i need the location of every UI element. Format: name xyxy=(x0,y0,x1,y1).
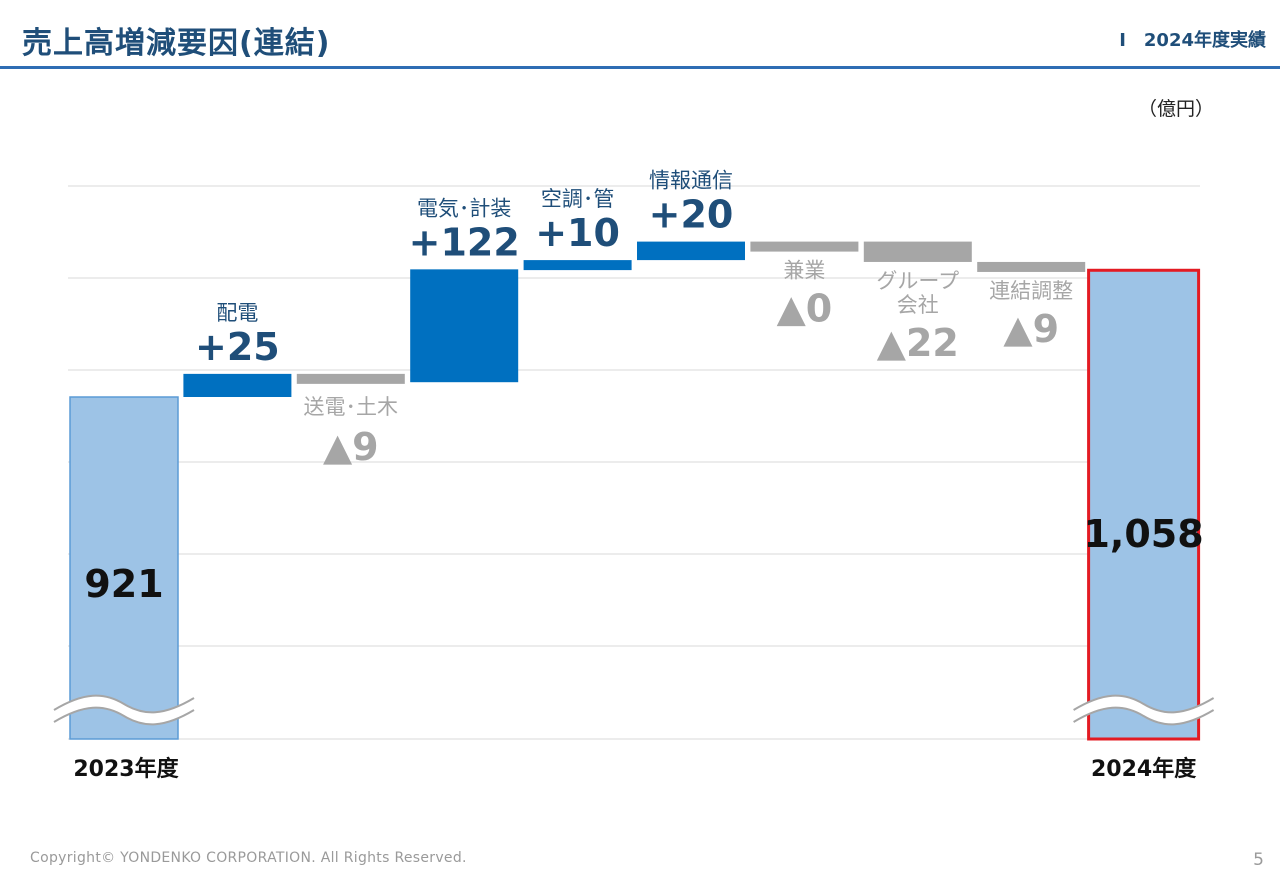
step-value-label: +25 xyxy=(195,325,280,369)
axis-break-end-gap xyxy=(1073,695,1214,725)
bar-start-total xyxy=(69,396,179,740)
axis-break-end-line-bottom xyxy=(1073,706,1215,726)
copyright-text: Copyright© YONDENKO CORPORATION. All Rig… xyxy=(30,850,467,866)
bar-end-value-label: 1,058 xyxy=(1083,512,1203,556)
step-name-label: 送電･土木 xyxy=(304,395,399,419)
bar-step-7 xyxy=(863,241,972,262)
axis-break-start-gap xyxy=(54,695,194,725)
unit-label: （億円） xyxy=(1137,98,1214,120)
page-title: 売上高増減要因(連結) xyxy=(22,26,331,61)
bar-step-2 xyxy=(296,373,405,384)
bar-step-4 xyxy=(523,260,632,271)
step-value-label: +10 xyxy=(535,211,620,255)
step-value-label: ▲0 xyxy=(777,287,833,331)
bar-end-total xyxy=(1087,268,1201,741)
bar-step-5 xyxy=(637,241,745,261)
bar-step-6 xyxy=(750,241,859,252)
step-name-label: グループ xyxy=(876,269,959,293)
bar-start-value-label: 921 xyxy=(84,562,163,606)
step-name-label: 兼業 xyxy=(783,259,825,283)
step-value-label: ▲9 xyxy=(1003,307,1059,351)
step-value-label: +122 xyxy=(409,220,520,264)
axis-break-end-line-top xyxy=(1073,694,1215,714)
step-value-label: ▲9 xyxy=(323,425,379,469)
header-divider xyxy=(0,66,1280,69)
axis-break-start-line-bottom xyxy=(53,706,195,726)
x-tick-label-start: 2023年度 xyxy=(73,756,179,782)
step-name-label: 会社 xyxy=(897,293,939,317)
x-tick-label-end: 2024年度 xyxy=(1091,756,1197,782)
step-name-label: 電気･計装 xyxy=(417,196,512,220)
bar-step-8 xyxy=(977,261,1086,272)
step-value-label: +20 xyxy=(649,193,734,237)
step-value-label: ▲22 xyxy=(877,321,959,365)
bar-step-3 xyxy=(410,269,519,383)
section-label: Ⅰ 2024年度実績 xyxy=(1119,30,1266,51)
bar-step-1 xyxy=(183,373,292,397)
step-name-label: 配電 xyxy=(216,301,258,325)
step-name-label: 空調･管 xyxy=(541,187,615,211)
page-number: 5 xyxy=(1253,850,1264,870)
step-name-label: 情報通信 xyxy=(649,169,733,193)
step-name-label: 連結調整 xyxy=(989,279,1073,303)
axis-break-start-line-top xyxy=(53,694,195,714)
